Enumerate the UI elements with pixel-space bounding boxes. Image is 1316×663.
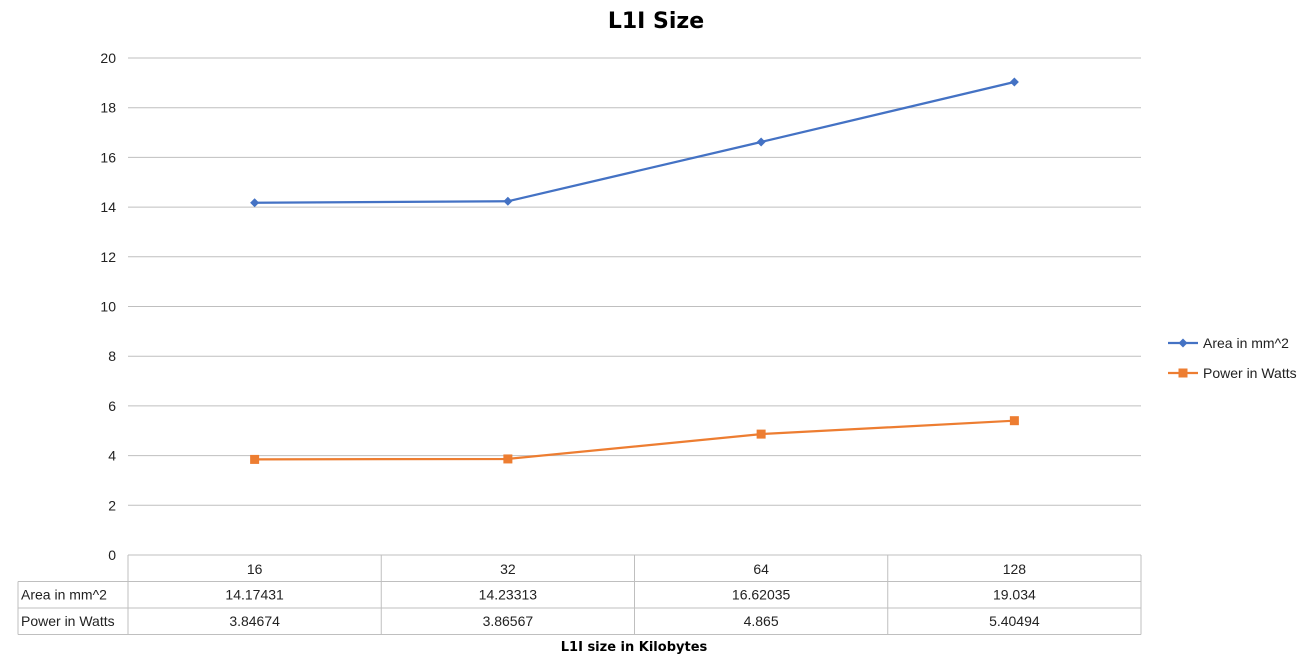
data-point-1-0: [250, 454, 260, 464]
legend: Area in mm^2 Power in Watts: [1168, 335, 1297, 381]
y-axis-ticks: 0 2 4 6 8 10 12 14 16 18 20: [100, 50, 116, 563]
legend-item-0: Area in mm^2: [1168, 335, 1289, 351]
y-tick-label-16: 16: [100, 149, 116, 165]
series-1: [250, 416, 1019, 464]
table-row-label-1: Power in Watts: [21, 613, 115, 629]
table-cell-0-1: 14.23313: [479, 587, 538, 603]
data-point-1-1: [503, 454, 513, 464]
x-axis-title: L1I size in Kilobytes: [561, 640, 708, 655]
table-cell-0-2: 16.62035: [732, 587, 791, 603]
legend-label-0: Area in mm^2: [1203, 335, 1289, 351]
legend-marker-0: [1178, 338, 1188, 348]
y-tick-label-14: 14: [100, 199, 116, 215]
y-tick-label-6: 6: [108, 398, 116, 414]
legend-marker-1: [1178, 368, 1188, 378]
legend-label-1: Power in Watts: [1203, 365, 1297, 381]
data-point-1-2: [756, 429, 766, 439]
series-line-0: [254, 80, 1015, 204]
y-tick-label-12: 12: [100, 249, 116, 265]
table-cell-0-3: 19.034: [993, 587, 1036, 603]
data-point-0-2: [756, 137, 766, 147]
x-tick-label-16: 16: [247, 561, 263, 577]
x-tick-label-128: 128: [1003, 561, 1027, 577]
table-cell-1-0: 3.84674: [229, 613, 280, 629]
y-tick-label-18: 18: [100, 100, 116, 116]
data-table: 16 32 64 128 Area in mm^2 14.17431 14.23313 16.…: [17, 555, 1142, 635]
table-row-label-0: Area in mm^2: [21, 587, 107, 603]
x-tick-label-64: 64: [753, 561, 769, 577]
table-cell-0-0: 14.17431: [225, 587, 284, 603]
y-tick-label-20: 20: [100, 50, 116, 66]
data-point-0-3: [1009, 77, 1019, 87]
x-tick-label-32: 32: [500, 561, 516, 577]
data-point-1-3: [1009, 416, 1019, 426]
y-tick-label-4: 4: [108, 448, 116, 464]
chart-title: L1I Size: [608, 9, 704, 34]
series-0: [250, 77, 1019, 208]
table-cell-1-2: 4.865: [744, 613, 779, 629]
table-cell-1-3: 5.40494: [989, 613, 1040, 629]
y-tick-label-10: 10: [100, 299, 116, 315]
y-tick-label-8: 8: [108, 348, 116, 364]
data-point-0-0: [250, 198, 260, 208]
gridlines: [128, 57, 1141, 556]
legend-item-1: Power in Watts: [1168, 365, 1297, 381]
y-tick-label-2: 2: [108, 497, 116, 513]
data-point-0-1: [503, 196, 513, 206]
y-tick-label-0: 0: [108, 547, 116, 563]
plot-series: [250, 77, 1019, 464]
series-line-1: [254, 419, 1015, 461]
table-cell-1-1: 3.86567: [483, 613, 534, 629]
